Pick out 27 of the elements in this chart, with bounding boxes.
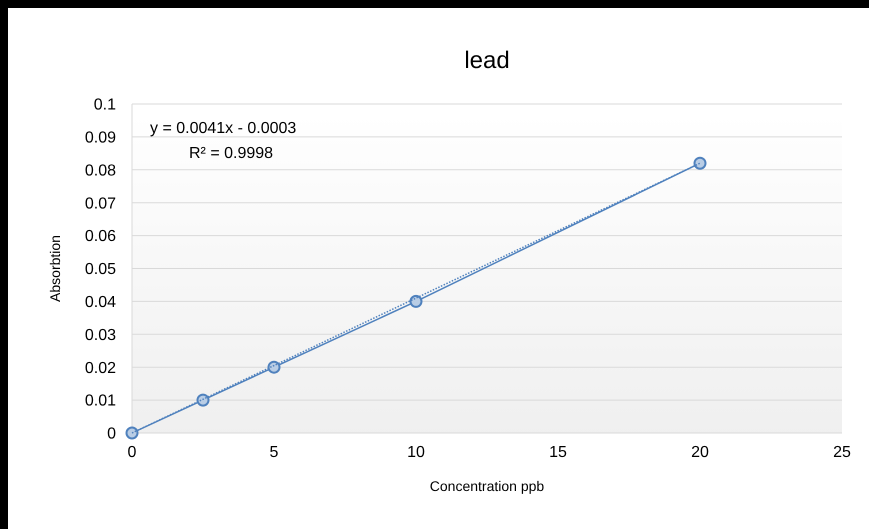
y-tick-label: 0.01 — [84, 392, 116, 410]
y-tick-label: 0 — [107, 426, 116, 443]
point — [196, 394, 210, 407]
point — [694, 156, 706, 170]
y-tick-label: 0.02 — [84, 360, 116, 377]
x-tick-label: 20 — [691, 444, 709, 461]
y-tick-label: 0.08 — [84, 162, 116, 180]
x-axis-title: Concentration ppb — [430, 478, 544, 494]
point — [126, 426, 138, 440]
y-tick-label: 0.07 — [84, 195, 116, 212]
x-tick-label: 10 — [407, 444, 425, 461]
y-tick-label: 0.04 — [84, 294, 116, 311]
y-axis-title: Absorbtion — [47, 235, 63, 302]
x-tick-label: 0 — [128, 444, 137, 461]
point — [268, 360, 280, 374]
y-tick-label: 0.09 — [84, 130, 116, 146]
point — [410, 294, 422, 308]
x-tick-label: 5 — [270, 444, 279, 461]
annotation: y = 0.0041x - 0.0003 — [150, 120, 296, 137]
x-tick-label: 15 — [549, 444, 567, 461]
y-tick-label: 0.1 — [94, 96, 116, 114]
x-tick-label: 25 — [833, 444, 851, 461]
y-tick-label: 0.05 — [84, 261, 116, 278]
annotation: R² = 0.9998 — [189, 145, 274, 162]
chart-title: lead — [464, 47, 510, 74]
y-tick-label: 0.06 — [84, 228, 116, 246]
y-tick-label: 0.03 — [84, 326, 116, 344]
